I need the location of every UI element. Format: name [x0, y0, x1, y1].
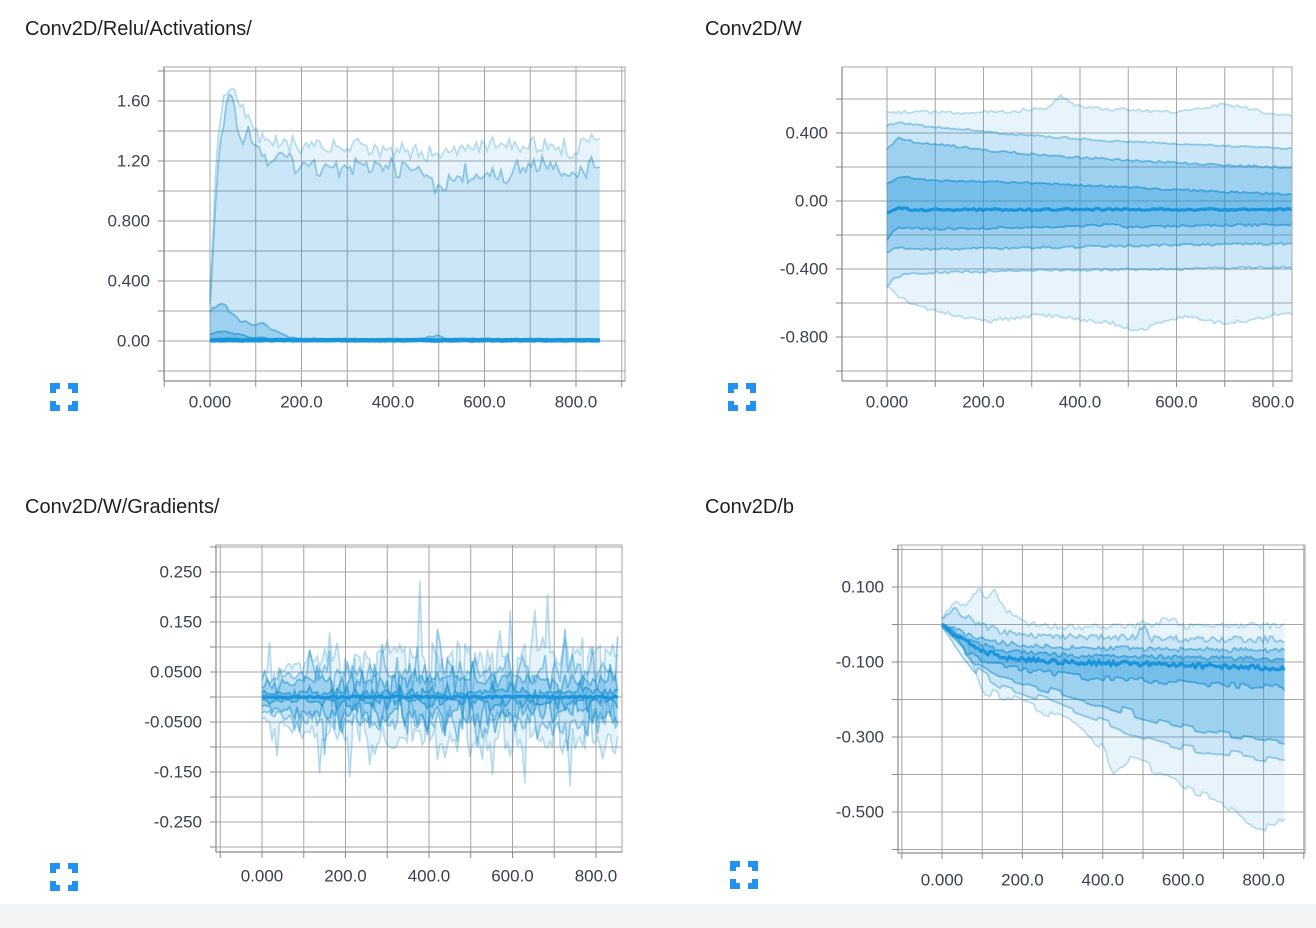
- svg-text:0.000: 0.000: [866, 393, 909, 412]
- distribution-plot: 1.60 1.20 0.800 0.400 0.00 0.000 200.0 400.0 600…: [107, 66, 626, 412]
- svg-text:-0.300: -0.300: [836, 728, 884, 747]
- svg-text:400.0: 400.0: [372, 393, 415, 412]
- svg-text:0.250: 0.250: [159, 563, 202, 582]
- expand-icon[interactable]: [50, 383, 78, 411]
- chart-title: Conv2D/Relu/Activations/: [25, 18, 252, 40]
- svg-text:0.000: 0.000: [921, 871, 964, 890]
- svg-text:600.0: 600.0: [491, 867, 534, 886]
- expand-icon[interactable]: [728, 383, 756, 411]
- svg-text:0.00: 0.00: [117, 332, 150, 351]
- svg-text:200.0: 200.0: [962, 393, 1005, 412]
- chart-card-gradients: Conv2D/W/Gradients/ 0.250 0.150 0.0500 -0.0…: [0, 464, 658, 928]
- svg-text:800.0: 800.0: [555, 393, 598, 412]
- svg-text:-0.100: -0.100: [836, 653, 884, 672]
- chart-card-bias: Conv2D/b 0.100 -0.100 -0.300 -0.500 0.000 200…: [658, 464, 1316, 928]
- svg-text:600.0: 600.0: [463, 393, 506, 412]
- svg-text:0.400: 0.400: [785, 124, 828, 143]
- chart-title: Conv2D/W/Gradients/: [25, 496, 220, 518]
- svg-text:800.0: 800.0: [1252, 393, 1295, 412]
- svg-text:1.60: 1.60: [117, 92, 150, 111]
- chart-title: Conv2D/W: [705, 18, 802, 40]
- page-bottom-strip: [0, 904, 1316, 928]
- svg-text:0.800: 0.800: [107, 212, 150, 231]
- svg-text:400.0: 400.0: [1082, 871, 1125, 890]
- svg-text:-0.150: -0.150: [154, 763, 202, 782]
- svg-text:400.0: 400.0: [408, 867, 451, 886]
- svg-text:0.400: 0.400: [107, 272, 150, 291]
- svg-text:600.0: 600.0: [1155, 393, 1198, 412]
- svg-text:1.20: 1.20: [117, 152, 150, 171]
- expand-icon[interactable]: [50, 863, 78, 891]
- svg-text:800.0: 800.0: [575, 867, 618, 886]
- svg-text:600.0: 600.0: [1162, 871, 1205, 890]
- svg-text:-0.400: -0.400: [780, 260, 828, 279]
- svg-text:200.0: 200.0: [1001, 871, 1044, 890]
- svg-text:-0.250: -0.250: [154, 813, 202, 832]
- distribution-plot: 0.400 0.00 -0.400 -0.800 0.000 200.0 400.0 600.…: [780, 66, 1295, 412]
- expand-icon[interactable]: [730, 861, 758, 889]
- svg-text:0.100: 0.100: [841, 578, 884, 597]
- chart-card-activations: Conv2D/Relu/Activations/ 1.60 1.20 0.800 0.…: [0, 0, 658, 464]
- svg-text:800.0: 800.0: [1242, 871, 1285, 890]
- svg-text:200.0: 200.0: [324, 867, 367, 886]
- svg-text:0.000: 0.000: [189, 393, 232, 412]
- chart-card-weights: Conv2D/W 0.400 0.00 -0.400 -0.800 0.000 200.0…: [658, 0, 1316, 464]
- chart-title: Conv2D/b: [705, 496, 794, 518]
- svg-text:-0.800: -0.800: [780, 328, 828, 347]
- svg-text:0.150: 0.150: [159, 613, 202, 632]
- svg-text:-0.0500: -0.0500: [144, 713, 202, 732]
- distribution-plot: 0.250 0.150 0.0500 -0.0500 -0.150 -0.250 0.000…: [144, 544, 623, 886]
- svg-text:0.000: 0.000: [241, 867, 284, 886]
- svg-text:0.00: 0.00: [795, 192, 828, 211]
- svg-text:400.0: 400.0: [1059, 393, 1102, 412]
- distribution-plot: 0.100 -0.100 -0.300 -0.500 0.000 200.0 400.0 60…: [836, 544, 1306, 890]
- svg-text:0.0500: 0.0500: [150, 663, 202, 682]
- svg-text:-0.500: -0.500: [836, 803, 884, 822]
- svg-text:200.0: 200.0: [280, 393, 323, 412]
